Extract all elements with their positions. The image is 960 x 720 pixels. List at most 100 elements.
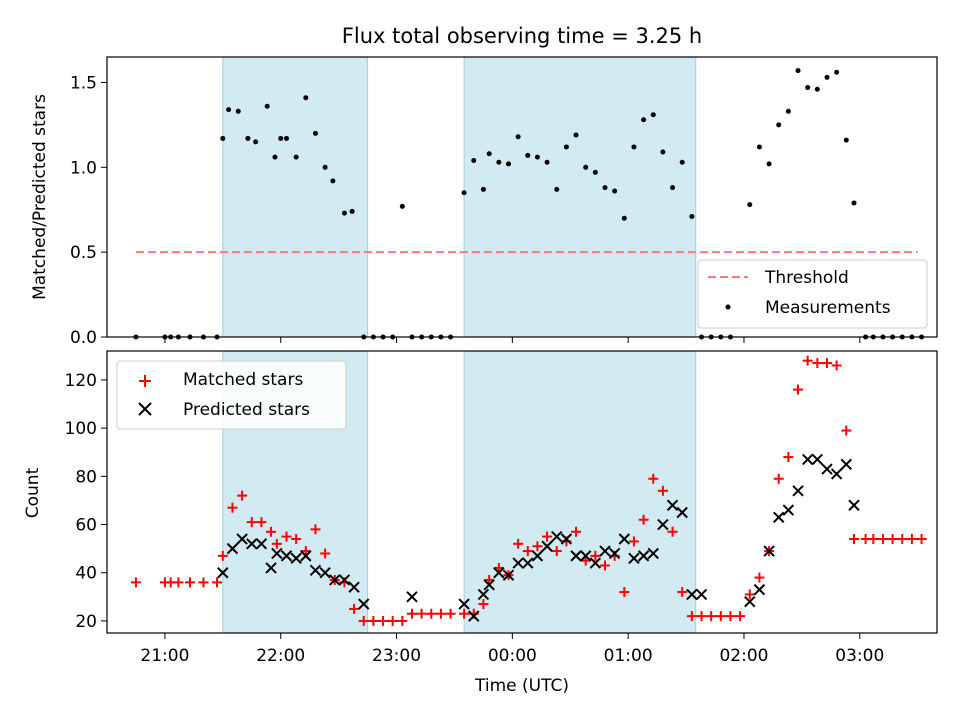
bottom-legend-box [116,360,347,430]
predicted-star-stroke [477,588,490,601]
measurement-point [834,69,840,75]
measurement-point [220,135,226,141]
x-tick-label: 21:00 [140,646,189,666]
predicted-star-point [300,550,312,562]
measurement-point [756,144,762,150]
matched-star-point [667,526,678,537]
predicted-star-stroke [458,598,470,610]
matched-star-point [130,577,141,588]
measurement-point [660,149,666,155]
matched-star-point [906,534,917,544]
predicted-star-point [468,610,480,622]
matched-star-point [831,360,842,371]
top-y-tick-label: 1.5 [70,73,97,93]
matched-star-point [773,473,784,484]
measurement-point [322,164,328,170]
bottom-legend-predicted-label: Predicted stars [183,400,310,420]
measurement-point [795,68,801,74]
matched-star-point [212,577,223,588]
predicted-star-point [579,550,592,562]
bottom-legend-predicted-swatch [138,402,152,416]
predicted-star-point [329,574,341,586]
predicted-star-stroke [290,552,302,564]
bottom-panel: 20 40 60 80 100 120 21:00 22:00 23:00 00:00 01:00… [23,350,938,696]
predicted-star-stroke [773,511,785,524]
measurement-point [851,200,857,206]
measurement-point [461,190,467,196]
matched-star-point [812,358,823,369]
predicted-star-point [753,583,766,596]
top-y-tick-label: 1.0 [70,158,97,178]
predicted-star-stroke [782,504,795,516]
measurement-point [747,202,753,208]
matched-star-point [571,526,582,537]
predicted-star-point [560,533,573,545]
matched-star-point [198,577,209,588]
predicted-star-point [280,550,293,562]
measurement-point [824,74,830,80]
matched-star-point [628,536,639,547]
matched-star-point [320,548,331,559]
predicted-star-stroke [676,506,688,519]
predicted-star-stroke [647,547,659,560]
predicted-star-point [782,504,795,516]
predicted-star-stroke [348,581,360,593]
matched-star-point [897,534,908,544]
predicted-star-stroke [570,550,582,562]
predicted-star-stroke [541,540,553,552]
predicted-star-point [477,588,490,601]
predicted-star-stroke [265,562,277,574]
predicted-star-point [848,499,860,511]
predicted-star-point [522,557,534,569]
predicted-star-stroke [666,499,679,511]
predicted-star-stroke [792,485,804,497]
predicted-star-stroke [589,557,602,569]
measurement-point [583,164,589,170]
predicted-star-point [406,591,418,603]
predicted-star-stroke [657,518,669,531]
bottom-y-axis-label: Count [23,467,43,518]
predicted-star-point [792,485,804,497]
x-tick-label: 03:00 [835,646,884,666]
top-legend: Threshold Measurements [697,259,928,329]
matched-star-point [185,577,195,588]
predicted-star-stroke [744,595,756,608]
bottom-y-tick-label: 40 [75,564,97,584]
matched-star-point [426,608,437,619]
predicted-star-stroke [811,453,824,466]
matched-star-point [783,452,794,463]
measurement-point [399,203,405,209]
matched-star-point [841,425,852,436]
top-legend-measurements-swatch [725,304,731,310]
measurement-point [330,178,336,184]
matched-star-point [725,611,736,622]
predicted-star-point [695,588,708,601]
measurement-point [631,144,637,150]
predicted-star-point [637,550,650,562]
predicted-star-point [319,567,331,579]
x-axis-label: Time (UTC) [474,676,569,696]
predicted-star-stroke [608,547,621,560]
matched-star-point [600,560,610,571]
predicted-star-stroke [628,552,640,564]
matched-star-point [849,534,859,544]
measurement-point [612,188,618,194]
predicted-star-stroke [551,530,563,543]
matched-star-point [744,589,755,600]
matched-star-point [349,603,360,614]
top-plot-frame [106,56,938,338]
measurement-point [621,215,627,221]
matched-star-point [227,502,238,513]
measurement-point [349,208,355,214]
x-tick-label: 22:00 [256,646,305,666]
predicted-star-stroke [329,574,341,586]
matched-star-point [638,514,649,525]
matched-star-point [281,531,292,542]
predicted-star-point [686,588,698,601]
predicted-star-stroke [763,545,775,557]
measurement-point [650,112,656,118]
matched-star-point [300,546,311,557]
predicted-star-stroke [821,463,833,475]
predicted-star-stroke [801,453,814,466]
matched-star-point [358,615,369,626]
